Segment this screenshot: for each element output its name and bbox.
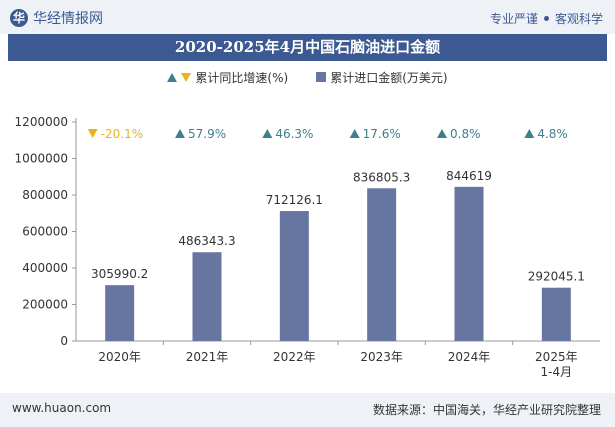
triangle-down-icon [181, 72, 192, 82]
bar-value-label: 844619 [446, 169, 492, 183]
y-tick-label: 800000 [22, 188, 68, 202]
legend-amount: 累计进口金额(万美元) [316, 68, 448, 86]
growth-value-label: -20.1% [101, 127, 143, 141]
legend: 累计同比增速(%) 累计进口金额(万美元) [0, 68, 615, 86]
legend-amount-label: 累计进口金额(万美元) [330, 70, 448, 85]
triangle-up-icon [167, 72, 178, 82]
tagline-left: 专业严谨 [489, 12, 538, 26]
footer: www.huaon.com 数据来源：中国海关，华经产业研究院整理 [0, 393, 615, 427]
tagline-right: 客观科学 [554, 12, 603, 26]
y-tick-label: 1000000 [15, 152, 68, 166]
bar [192, 252, 222, 341]
y-tick-label: 200000 [22, 298, 68, 312]
bar [454, 186, 484, 341]
dot-icon [543, 16, 549, 21]
growth-down-marker [87, 129, 98, 138]
y-tick-label: 600000 [22, 225, 68, 239]
x-tick-label: 2021年 [186, 350, 229, 364]
y-tick-label: 0 [60, 334, 68, 348]
footer-source: 数据来源：中国海关，华经产业研究院整理 [372, 403, 601, 417]
growth-value-label: 17.6% [363, 127, 401, 141]
bar [367, 188, 397, 341]
x-tick-label: 1-4月 [541, 365, 573, 379]
bar-value-label: 712126.1 [266, 193, 323, 207]
tagline: 专业严谨 客观科学 [490, 10, 603, 27]
brand-name: 华经情报网 [33, 11, 103, 27]
x-tick-label: 2024年 [448, 350, 491, 364]
y-tick-label: 1200000 [15, 115, 68, 129]
growth-value-label: 57.9% [188, 127, 226, 141]
chart-title: 2020-2025年4月中国石脑油进口金额 [174, 38, 441, 56]
growth-up-marker [262, 129, 273, 138]
bar-swatch-icon [316, 72, 327, 82]
top-bar: 华 华经情报网 专业严谨 客观科学 [0, 0, 615, 34]
x-tick-label: 2020年 [98, 350, 141, 364]
bar [541, 287, 571, 341]
bar [279, 211, 309, 341]
legend-growth: 累计同比增速(%) [167, 68, 288, 86]
growth-up-marker [437, 129, 447, 138]
growth-value-label: 4.8% [537, 127, 568, 141]
bar-value-label: 305990.2 [91, 267, 148, 281]
footer-website[interactable]: www.huaon.com [12, 401, 112, 415]
brand-logo-icon: 华 [10, 9, 28, 27]
bar-value-label: 292045.1 [528, 270, 585, 284]
bar-value-label: 836805.3 [353, 170, 410, 184]
x-tick-label: 2023年 [360, 350, 403, 364]
growth-up-marker [349, 129, 360, 138]
legend-growth-label: 累计同比增速(%) [195, 70, 289, 85]
bar [105, 285, 135, 341]
bar-value-label: 486343.3 [178, 234, 235, 248]
growth-value-label: 0.8% [450, 127, 481, 141]
x-tick-label: 2022年 [273, 350, 316, 364]
growth-up-marker [524, 129, 535, 138]
y-tick-label: 400000 [22, 261, 68, 275]
title-bar: 2020-2025年4月中国石脑油进口金额 [8, 34, 607, 61]
x-tick-label: 2025年 [535, 350, 578, 364]
growth-value-label: 46.3% [275, 127, 313, 141]
brand: 华 华经情报网 [10, 8, 103, 28]
growth-up-marker [175, 129, 185, 138]
